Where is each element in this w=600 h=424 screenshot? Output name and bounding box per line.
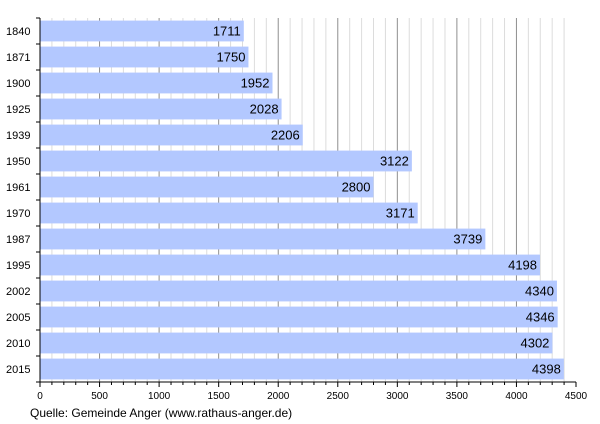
bar-1961 — [40, 176, 374, 198]
bar-value-label-1995: 4198 — [508, 258, 537, 273]
category-label-1900: 1900 — [6, 78, 30, 90]
bar-value-label-1871: 1750 — [217, 50, 246, 65]
bar-2015 — [40, 358, 564, 380]
category-label-2015: 2015 — [6, 364, 30, 376]
x-tick-label-2500: 2500 — [327, 391, 350, 402]
x-tick-label-0: 0 — [37, 391, 43, 402]
bar-1987 — [40, 228, 486, 250]
x-tick-label-3000: 3000 — [386, 391, 409, 402]
category-label-1995: 1995 — [6, 260, 30, 272]
bar-1900 — [40, 72, 273, 94]
bar-1871 — [40, 46, 249, 68]
x-tick-label-3500: 3500 — [446, 391, 469, 402]
bar-1970 — [40, 202, 418, 224]
bar-value-label-2015: 4398 — [532, 362, 561, 377]
bar-value-label-1950: 3122 — [380, 154, 409, 169]
category-label-1987: 1987 — [6, 234, 30, 246]
bar-2010 — [40, 332, 553, 354]
x-tick-label-2000: 2000 — [267, 391, 290, 402]
bar-value-label-1840: 1711 — [213, 24, 241, 39]
x-tick-label-1000: 1000 — [148, 391, 171, 402]
bar-value-label-1987: 3739 — [453, 232, 482, 247]
bar-value-label-1925: 2028 — [250, 102, 279, 117]
category-label-1950: 1950 — [6, 156, 30, 168]
bar-value-label-1961: 2800 — [342, 180, 371, 195]
axes: 1840 1871 1900 1925 1939 1950 1961 1970 1987 1995… — [6, 17, 588, 402]
category-label-1871: 1871 — [6, 52, 30, 64]
category-label-2002: 2002 — [6, 286, 30, 298]
bar-value-label-1970: 3171 — [386, 206, 415, 221]
category-label-2005: 2005 — [6, 312, 30, 324]
x-tick-label-4000: 4000 — [505, 391, 528, 402]
bars: 1711 1750 1952 2028 2206 3122 2800 3171 3739 4198… — [40, 20, 564, 380]
bar-2005 — [40, 306, 558, 328]
bar-1840 — [40, 20, 244, 42]
category-label-1970: 1970 — [6, 208, 30, 220]
bar-1939 — [40, 124, 303, 146]
bar-value-label-1900: 1952 — [241, 76, 270, 91]
bar-value-label-2010: 4302 — [520, 336, 549, 351]
bar-1995 — [40, 254, 541, 276]
x-tick-label-500: 500 — [91, 391, 108, 402]
bar-1950 — [40, 150, 412, 172]
source-note: Quelle: Gemeinde Anger (www.rathaus-ange… — [30, 406, 293, 420]
x-tick-label-4500: 4500 — [565, 391, 588, 402]
bar-value-label-2005: 4346 — [526, 310, 555, 325]
bar-value-label-2002: 4340 — [525, 284, 554, 299]
bar-1925 — [40, 98, 282, 120]
x-tick-label-1500: 1500 — [208, 391, 231, 402]
category-label-1939: 1939 — [6, 130, 30, 142]
category-label-1840: 1840 — [6, 26, 30, 38]
bar-value-label-1939: 2206 — [271, 128, 300, 143]
category-label-1961: 1961 — [6, 182, 30, 194]
category-label-1925: 1925 — [6, 104, 30, 116]
bar-2002 — [40, 280, 557, 302]
category-label-2010: 2010 — [6, 338, 30, 350]
